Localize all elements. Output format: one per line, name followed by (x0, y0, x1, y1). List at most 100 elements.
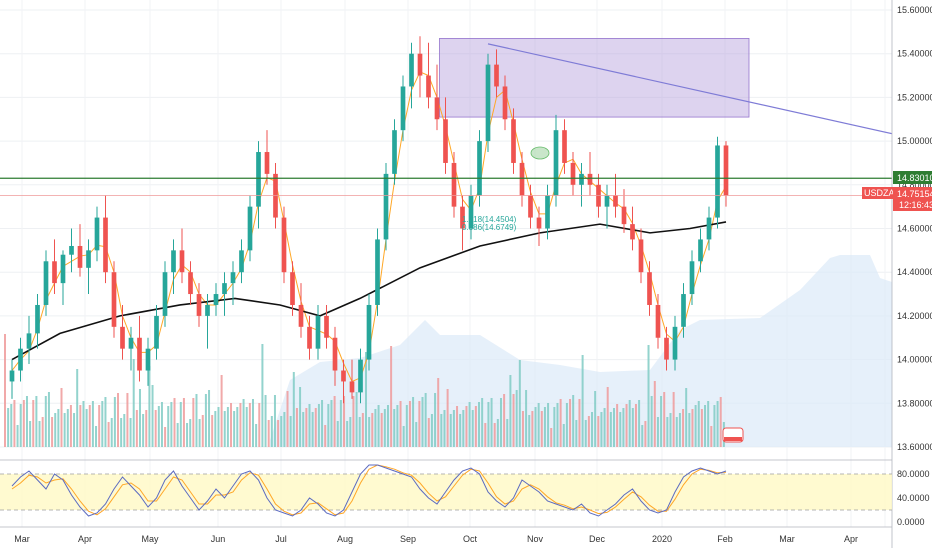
candle (332, 326, 338, 386)
candle (553, 114, 559, 207)
candle (69, 228, 74, 273)
candle (672, 315, 678, 371)
candle (664, 326, 669, 371)
candlesticks (9, 36, 729, 404)
candle (723, 141, 729, 207)
candle (443, 97, 448, 174)
svg-text:12:16:43: 12:16:43 (899, 200, 932, 210)
price-tick-label: 14.80000 (897, 180, 932, 190)
candle (468, 184, 474, 240)
candle (706, 206, 712, 251)
candle (698, 228, 703, 273)
price-pane[interactable]: 1.618(14.4504) 0.886(14.6749) (0, 0, 932, 527)
candle (52, 239, 57, 295)
candle (43, 250, 49, 316)
candle (434, 64, 440, 131)
price-tick-label: 14.60000 (897, 224, 932, 234)
candle (264, 130, 270, 185)
candle (256, 141, 261, 229)
candle (120, 304, 125, 360)
time-tick-label: May (141, 534, 159, 544)
oscillator-tick-label: 40.0000 (897, 493, 930, 503)
svg-text:USDZAR: USDZAR (864, 188, 902, 198)
oscillator-tick-label: 0.0000 (897, 517, 925, 527)
candle (18, 337, 23, 382)
candle (392, 119, 397, 185)
fib-label-1618: 1.618(14.4504) (462, 215, 517, 224)
candle (137, 315, 142, 382)
oscillator-tick-labels: 80.0000 40.0000 0.0000 (897, 469, 930, 527)
time-tick-label: Mar (779, 534, 795, 544)
candle (171, 239, 176, 295)
candle (154, 304, 159, 360)
price-tick-labels: 15.60000 15.40000 15.20000 15.00000 14.80000… (897, 5, 932, 452)
price-tags: 14.83010 USDZAR 14.75154 12:16:43 (862, 171, 932, 211)
candle (222, 272, 227, 316)
svg-text:14.75154: 14.75154 (897, 189, 932, 199)
candle (86, 239, 91, 295)
candle (417, 36, 423, 98)
price-tick-label: 14.40000 (897, 267, 932, 277)
candle (179, 228, 185, 284)
tag-last-price: 14.75154 12:16:43 (893, 187, 932, 211)
time-tick-label: Mar (14, 534, 30, 544)
price-tick-label: 13.60000 (897, 442, 932, 452)
candle (375, 228, 380, 316)
candle (9, 359, 15, 399)
candle (511, 108, 516, 174)
flag-icon (722, 427, 744, 443)
time-tick-label: Dec (589, 534, 606, 544)
svg-text:14.83010: 14.83010 (897, 173, 932, 183)
oscillator-tick-label: 80.0000 (897, 469, 930, 479)
candle (26, 315, 32, 364)
annotation-ellipse[interactable] (530, 146, 550, 160)
candle (502, 75, 508, 131)
time-tick-label: Nov (527, 534, 544, 544)
candle (460, 195, 465, 251)
oscillator-k-line (11, 464, 727, 517)
price-axis[interactable]: 15.60000 15.40000 15.20000 15.00000 14.80000… (862, 0, 932, 548)
candle (205, 294, 210, 349)
candle (383, 162, 389, 251)
price-tick-label: 15.40000 (897, 49, 932, 59)
candle (281, 206, 287, 284)
time-axis[interactable]: Mar Apr May Jun Jul Aug Sep Oct Nov Dec 2020 Feb Mar… (0, 526, 892, 544)
time-tick-label: Aug (337, 534, 353, 544)
candle (341, 359, 346, 404)
candle (307, 315, 312, 360)
candle (638, 228, 644, 284)
candle (545, 184, 550, 240)
candle (579, 162, 584, 207)
fib-label-0886: 0.886(14.6749) (462, 223, 517, 232)
candle (128, 326, 134, 371)
candle (655, 294, 661, 349)
candle (324, 304, 329, 349)
time-tick-labels: Mar Apr May Jun Jul Aug Sep Oct Nov Dec 2020 Feb Mar… (14, 534, 858, 544)
price-tick-label: 14.00000 (897, 355, 932, 365)
price-tick-label: 13.80000 (897, 398, 932, 408)
candle (162, 261, 168, 327)
candle (230, 261, 236, 305)
candle (196, 283, 202, 327)
candle (290, 261, 295, 316)
candle (94, 206, 100, 262)
candle (60, 250, 66, 305)
price-tick-label: 15.60000 (897, 5, 932, 15)
candle (621, 189, 627, 233)
time-tick-label: Jun (211, 534, 226, 544)
candle (715, 136, 720, 229)
oscillator-pane[interactable]: 80.0000 40.0000 0.0000 (0, 464, 930, 527)
time-tick-label: Sep (400, 534, 416, 544)
candle (477, 130, 482, 207)
supply-zone-box[interactable] (439, 38, 750, 118)
time-tick-label: Oct (463, 534, 478, 544)
price-tick-label: 14.20000 (897, 311, 932, 321)
candle (349, 359, 355, 399)
candle (426, 42, 431, 109)
time-tick-label: Apr (78, 534, 92, 544)
candle (689, 250, 695, 305)
time-tick-label: Apr (844, 534, 858, 544)
price-tick-label: 15.00000 (897, 136, 932, 146)
candle (409, 42, 414, 109)
